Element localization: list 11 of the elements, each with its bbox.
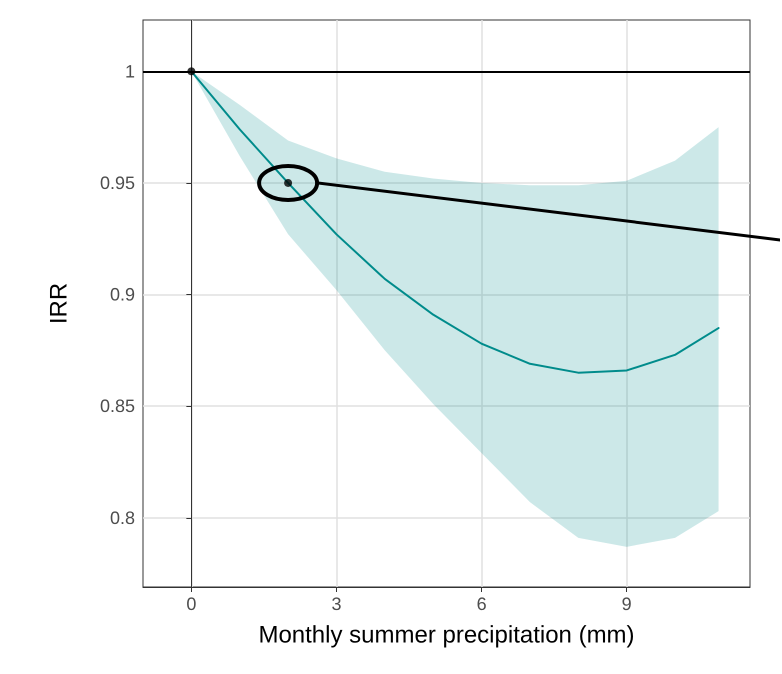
x-tick-label: 0	[186, 594, 196, 614]
y-tick-label: 1	[124, 61, 135, 82]
y-tick-label: 0.9	[110, 284, 135, 305]
y-tick-label: 0.95	[100, 172, 135, 193]
x-tick-label: 3	[331, 594, 342, 614]
x-tick-label: 9	[622, 594, 632, 614]
x-tick-label: 6	[476, 594, 487, 614]
x-axis-title: Monthly summer precipitation (mm)	[258, 622, 635, 648]
y-tick-label: 0.85	[100, 396, 135, 416]
y-axis-title: IRR	[46, 282, 72, 324]
y-tick-label: 0.8	[110, 508, 135, 528]
